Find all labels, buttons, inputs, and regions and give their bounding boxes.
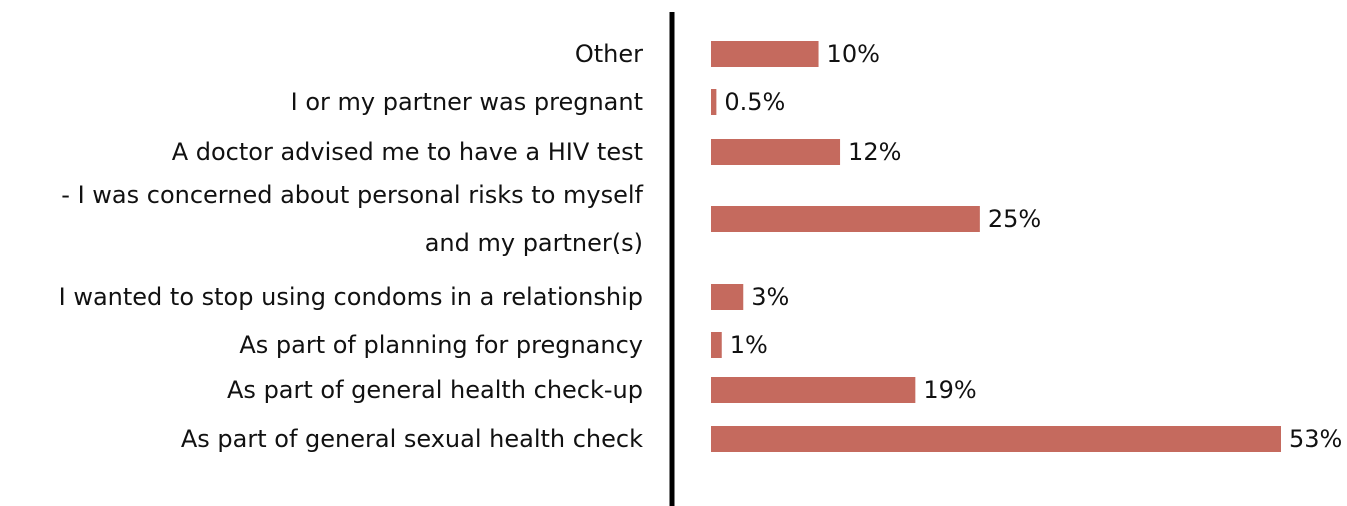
category-label: I or my partner was pregnant (291, 88, 643, 116)
category-label: I wanted to stop using condoms in a rela… (59, 283, 643, 311)
value-label: 3% (751, 283, 789, 311)
bar (711, 332, 722, 358)
value-label: 19% (923, 376, 976, 404)
bar (711, 206, 980, 232)
value-label: 25% (988, 205, 1041, 233)
category-label: Other (575, 40, 643, 68)
value-label: 12% (848, 138, 901, 166)
category-label: As part of planning for pregnancy (239, 331, 643, 359)
value-label: 0.5% (724, 88, 785, 116)
value-label: 53% (1289, 425, 1342, 453)
value-label: 1% (730, 331, 768, 359)
bar (711, 377, 916, 403)
value-label: 10% (827, 40, 880, 68)
bar (711, 139, 841, 165)
category-label: As part of general health check-up (227, 376, 643, 404)
bar (711, 41, 819, 67)
category-label: As part of general sexual health check (181, 425, 643, 453)
bar (711, 89, 717, 115)
bar (711, 426, 1281, 452)
bar (711, 284, 744, 310)
category-label: - I was concerned about personal risks t… (61, 181, 643, 257)
category-label: A doctor advised me to have a HIV test (172, 138, 643, 166)
